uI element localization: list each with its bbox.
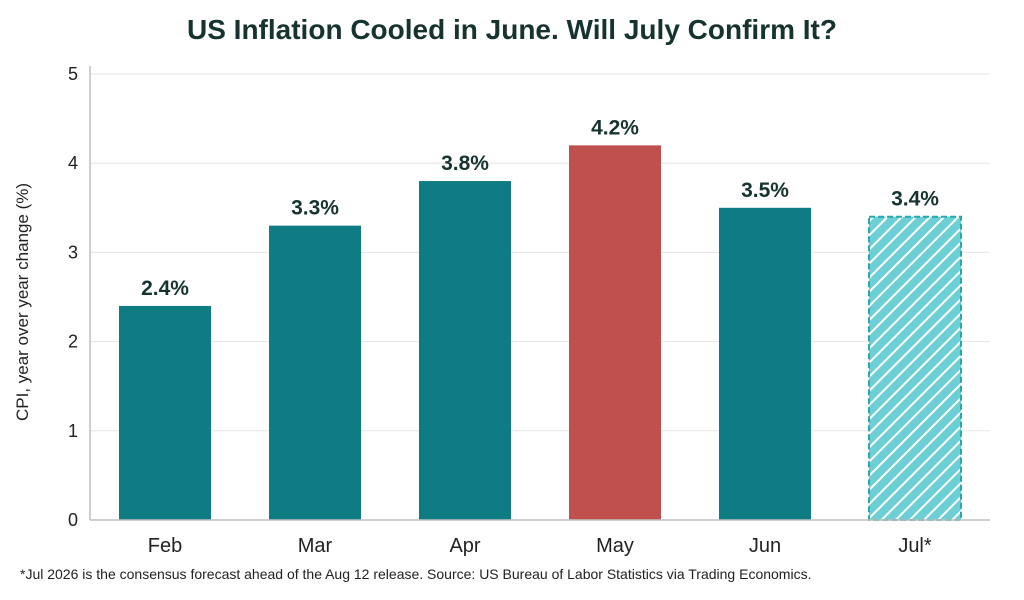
bar-value-label: 3.5% xyxy=(741,179,789,202)
y-tick-label: 1 xyxy=(68,421,78,441)
x-tick-label: Jul* xyxy=(898,535,932,557)
bar-value-label: 3.3% xyxy=(291,197,339,220)
x-tick-label: Apr xyxy=(449,535,480,557)
gridlines xyxy=(90,73,990,432)
bar-value-label: 2.4% xyxy=(141,277,189,300)
y-tick-label: 0 xyxy=(68,510,78,530)
x-tick-label: Feb xyxy=(148,535,182,557)
footnote: *Jul 2026 is the consensus forecast ahea… xyxy=(20,566,812,582)
bar-value-label: 4.2% xyxy=(591,116,639,139)
x-tick-label: Mar xyxy=(298,535,333,557)
y-tick-label: 4 xyxy=(68,153,78,173)
chart-title: US Inflation Cooled in June. Will July C… xyxy=(187,14,837,45)
x-tick-label: May xyxy=(596,535,634,557)
y-tick-label: 3 xyxy=(68,242,78,262)
bar-apr xyxy=(419,181,511,521)
bar-feb xyxy=(119,305,211,520)
axes: 0 1 2 3 4 5 xyxy=(68,64,990,530)
bars xyxy=(119,145,962,521)
bar-jun xyxy=(719,207,811,521)
bar-value-label: 3.4% xyxy=(891,188,939,211)
bar-may xyxy=(569,145,661,521)
bar-value-label: 3.8% xyxy=(441,152,489,175)
x-tick-label: Jun xyxy=(749,535,781,557)
y-tick-label: 5 xyxy=(68,64,78,84)
data-labels: 2.4% Feb 3.3% Mar 3.8% Apr 4.2% May 3.5% Jun 3.4% J… xyxy=(141,116,939,557)
y-tick-label: 2 xyxy=(68,332,78,352)
y-axis-label: CPI, year over year change (%) xyxy=(13,183,32,421)
bar-mar xyxy=(269,225,361,520)
bar-jul xyxy=(868,215,962,521)
